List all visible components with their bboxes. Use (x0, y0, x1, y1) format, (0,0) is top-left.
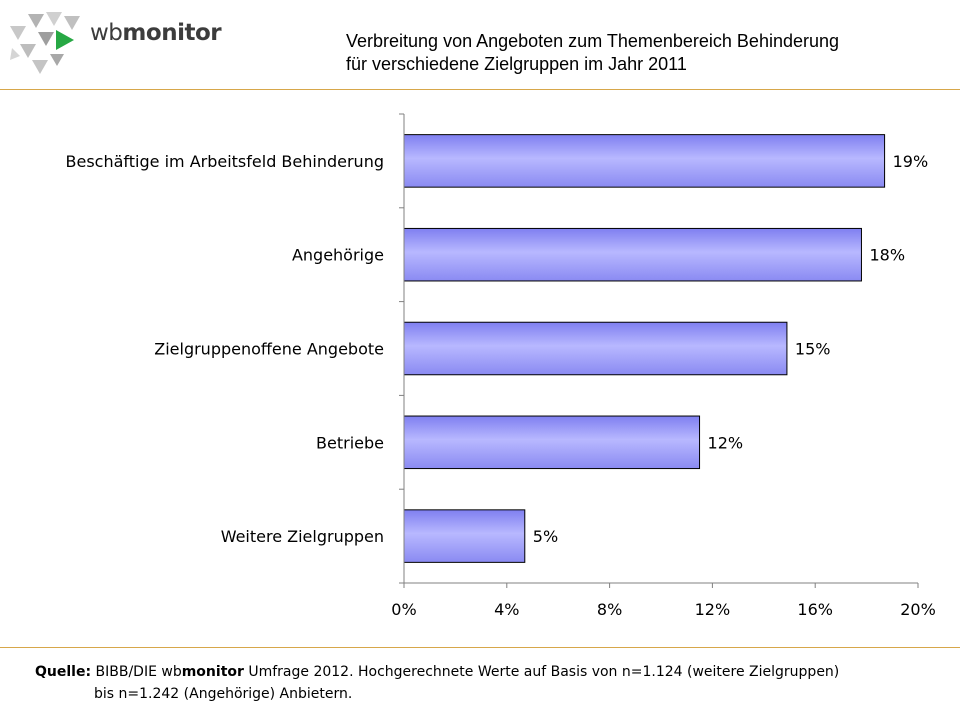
logo-triangles-icon (10, 12, 80, 74)
logo-wordmark: wbmonitor (90, 20, 222, 46)
source-label: Quelle: (35, 664, 92, 680)
bar-4 (403, 415, 701, 470)
source-bold: monitor (181, 664, 244, 680)
value-label-1: 19% (893, 152, 929, 171)
chart-title: Verbreitung von Angeboten zum Themenbere… (346, 30, 926, 76)
source-line1: Quelle: BIBB/DIE wbmonitor Umfrage 2012.… (35, 661, 945, 683)
header-divider (0, 89, 960, 90)
source-rest: Umfrage 2012. Hochgerechnete Werte auf B… (243, 664, 840, 680)
x-tick-label-5: 16% (797, 600, 833, 619)
wbmonitor-logo: wbmonitor (6, 8, 222, 80)
category-label-1: Beschäftige im Arbeitsfeld Behinderung (66, 152, 384, 171)
chart-title-line1: Verbreitung von Angeboten zum Themenbere… (346, 31, 840, 51)
x-tick-label-1: 0% (391, 600, 416, 619)
value-label-3: 15% (795, 340, 831, 359)
x-tick-label-6: 20% (900, 600, 936, 619)
category-label-3: Zielgruppenoffene Angebote (154, 340, 384, 359)
category-label-4: Betriebe (316, 433, 384, 452)
bar-2 (403, 227, 862, 282)
x-tick-label-4: 12% (695, 600, 731, 619)
bar-1 (403, 134, 886, 188)
value-label-4: 12% (708, 433, 744, 452)
source-line2: bis n=1.242 (Angehörige) Anbietern. (94, 686, 353, 702)
footer-divider (0, 647, 960, 648)
x-tick-label-2: 4% (494, 600, 519, 619)
logo-text-light: wb (90, 20, 123, 46)
category-label-5: Weitere Zielgruppen (221, 527, 384, 546)
bar-3 (403, 321, 788, 376)
logo-text-bold: monitor (122, 20, 222, 46)
value-label-5: 5% (533, 527, 558, 546)
bar-5 (403, 509, 526, 563)
chart-title-line2: für verschiedene Zielgruppen im Jahr 201… (346, 54, 687, 74)
category-label-2: Angehörige (292, 246, 384, 265)
source-note: Quelle: BIBB/DIE wbmonitor Umfrage 2012.… (35, 661, 945, 705)
source-prefix: BIBB/DIE wb (95, 664, 182, 680)
value-label-2: 18% (869, 246, 905, 265)
x-tick-label-3: 8% (597, 600, 622, 619)
bar-chart: Beschäftige im Arbeitsfeld Behinderung 19… (66, 113, 936, 619)
